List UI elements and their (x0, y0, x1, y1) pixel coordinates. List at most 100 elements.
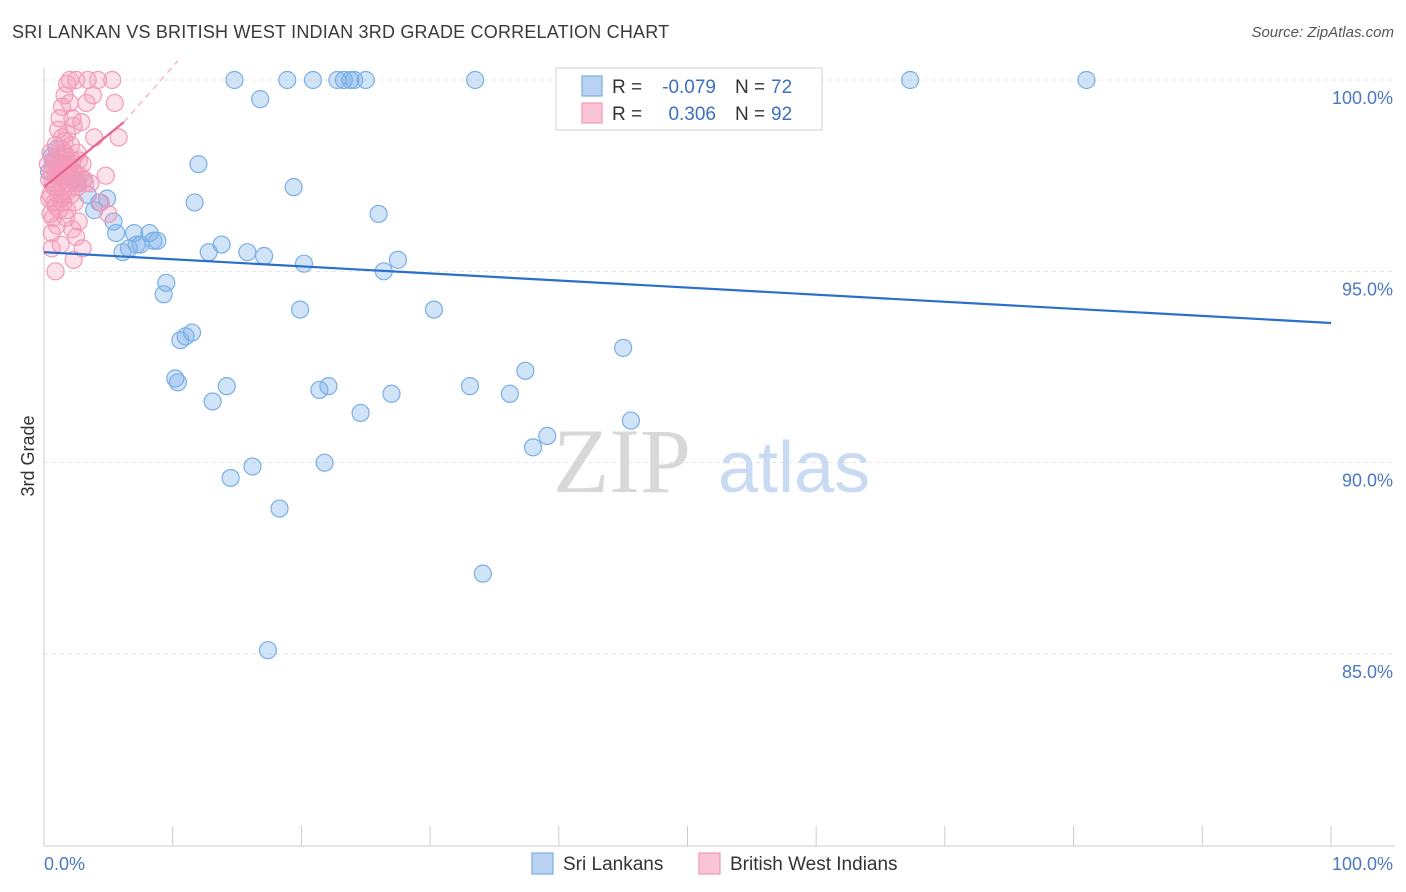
point-sri-lankan-23 (148, 231, 167, 250)
point-sri-lankan-45 (278, 70, 297, 90)
point-bwi-53 (88, 70, 108, 90)
legend-n-value-2: 92 (771, 104, 792, 125)
trend-lines (43, 60, 1332, 325)
trend-line-bwi (43, 121, 125, 188)
point-sri-lankan-18 (124, 223, 144, 243)
point-sri-lankan-48 (294, 254, 314, 273)
point-sri-lankan-40 (243, 457, 262, 476)
point-sri-lankan-63 (424, 300, 444, 319)
point-sri-lankan-15 (106, 223, 126, 243)
point-bwi-83 (55, 132, 74, 151)
legend-r-label-1: R = (612, 77, 642, 98)
watermark: ZIP atlas (553, 410, 870, 512)
point-bwi-15 (50, 109, 69, 128)
series-legend-label-sri-lankans: Sri Lankans (563, 854, 663, 875)
legend-r-label-2: R = (612, 104, 642, 125)
point-sri-lankan-35 (212, 235, 231, 254)
point-sri-lankan-71 (614, 338, 633, 357)
point-sri-lankan-65 (466, 70, 485, 90)
point-sri-lankan-24 (154, 285, 173, 304)
point-bwi-50 (81, 174, 100, 193)
point-sri-lankan-50 (310, 380, 329, 400)
x-label-right: 100.0% (1332, 854, 1393, 874)
point-bwi-56 (99, 204, 118, 224)
point-bwi-31 (60, 70, 79, 90)
point-bwi-42 (69, 212, 88, 231)
y-tick-labels: 100.0% 95.0% 90.0% 85.0% (1332, 88, 1393, 682)
point-sri-lankan-32 (189, 155, 208, 174)
point-bwi-40 (67, 227, 86, 246)
y-tick-label-3: 85.0% (1342, 662, 1393, 682)
point-bwi-45 (73, 239, 92, 258)
point-sri-lankan-54 (334, 70, 353, 90)
stats-legend: R = -0.079 N = 72 R = 0.306 N = 92 (555, 67, 823, 131)
point-sri-lankan-62 (388, 250, 408, 269)
series-legend-label-bwi: British West Indians (730, 854, 898, 875)
point-sri-lankan-25 (157, 273, 176, 292)
y-tick-label-1: 95.0% (1342, 279, 1393, 299)
point-bwi-18 (51, 235, 70, 254)
point-sri-lankan-42 (254, 246, 274, 266)
point-sri-lankan-74 (1077, 70, 1096, 90)
y-tick-label-2: 90.0% (1342, 471, 1393, 491)
point-sri-lankan-64 (460, 377, 480, 396)
point-sri-lankan-30 (182, 323, 202, 342)
point-sri-lankan-73 (901, 70, 920, 90)
series-legend-swatch-sri-lankans (531, 852, 554, 875)
point-sri-lankan-68 (516, 361, 535, 380)
point-sri-lankan-57 (351, 403, 370, 423)
point-sri-lankan-58 (356, 70, 375, 90)
point-sri-lankan-61 (382, 384, 401, 403)
legend-swatch-bwi (581, 102, 603, 124)
watermark-atlas: atlas (718, 428, 870, 508)
series-legend: Sri Lankans British West Indians (531, 852, 898, 875)
point-sri-lankan-52 (319, 377, 338, 396)
gridlines (44, 79, 1395, 655)
point-bwi-51 (83, 86, 103, 105)
point-sri-lankan-31 (185, 193, 204, 212)
point-sri-lankan-70 (538, 426, 557, 445)
point-sri-lankan-41 (251, 90, 270, 109)
point-bwi-10 (46, 262, 65, 281)
point-sri-lankan-51 (315, 453, 334, 472)
point-sri-lankan-44 (270, 499, 289, 518)
legend-swatch-sri-lankans (581, 75, 603, 97)
point-sri-lankan-38 (225, 70, 244, 90)
point-bwi-44 (72, 112, 91, 132)
point-sri-lankan-22 (144, 231, 163, 250)
point-sri-lankan-43 (258, 641, 278, 660)
point-sri-lankan-37 (221, 468, 240, 488)
legend-r-value-1: -0.079 (662, 77, 716, 98)
point-bwi-81 (43, 208, 63, 227)
point-sri-lankan-69 (523, 438, 543, 457)
point-sri-lankan-46 (284, 178, 303, 197)
point-bwi-58 (105, 93, 124, 113)
x-ticks (43, 826, 1332, 846)
data-points (38, 70, 1096, 660)
point-bwi-57 (103, 70, 122, 90)
point-sri-lankan-59 (369, 204, 388, 224)
point-bwi-59 (109, 128, 128, 147)
point-sri-lankan-36 (217, 377, 236, 396)
point-bwi-91 (67, 174, 86, 193)
point-sri-lankan-39 (238, 243, 257, 262)
x-label-left: 0.0% (44, 854, 85, 874)
watermark-zip: ZIP (553, 410, 691, 512)
point-bwi-32 (60, 93, 79, 113)
legend-r-value-2: 0.306 (668, 104, 716, 125)
series-legend-swatch-bwi (698, 852, 721, 875)
point-bwi-55 (96, 166, 115, 185)
trend-line-sri-lankans (43, 251, 1332, 325)
trend-line-bwi-extension (123, 60, 179, 123)
y-axis-title: 3rd Grade (18, 415, 38, 496)
point-sri-lankan-34 (203, 392, 222, 411)
legend-n-label-2: N = (735, 104, 765, 125)
point-sri-lankan-67 (500, 384, 519, 403)
point-sri-lankan-27 (168, 373, 187, 392)
chart-title: SRI LANKAN VS BRITISH WEST INDIAN 3RD GR… (12, 22, 670, 42)
point-sri-lankan-72 (621, 411, 640, 430)
point-sri-lankan-49 (303, 70, 323, 90)
point-bwi-52 (85, 128, 104, 147)
y-tick-label-0: 100.0% (1332, 88, 1393, 108)
